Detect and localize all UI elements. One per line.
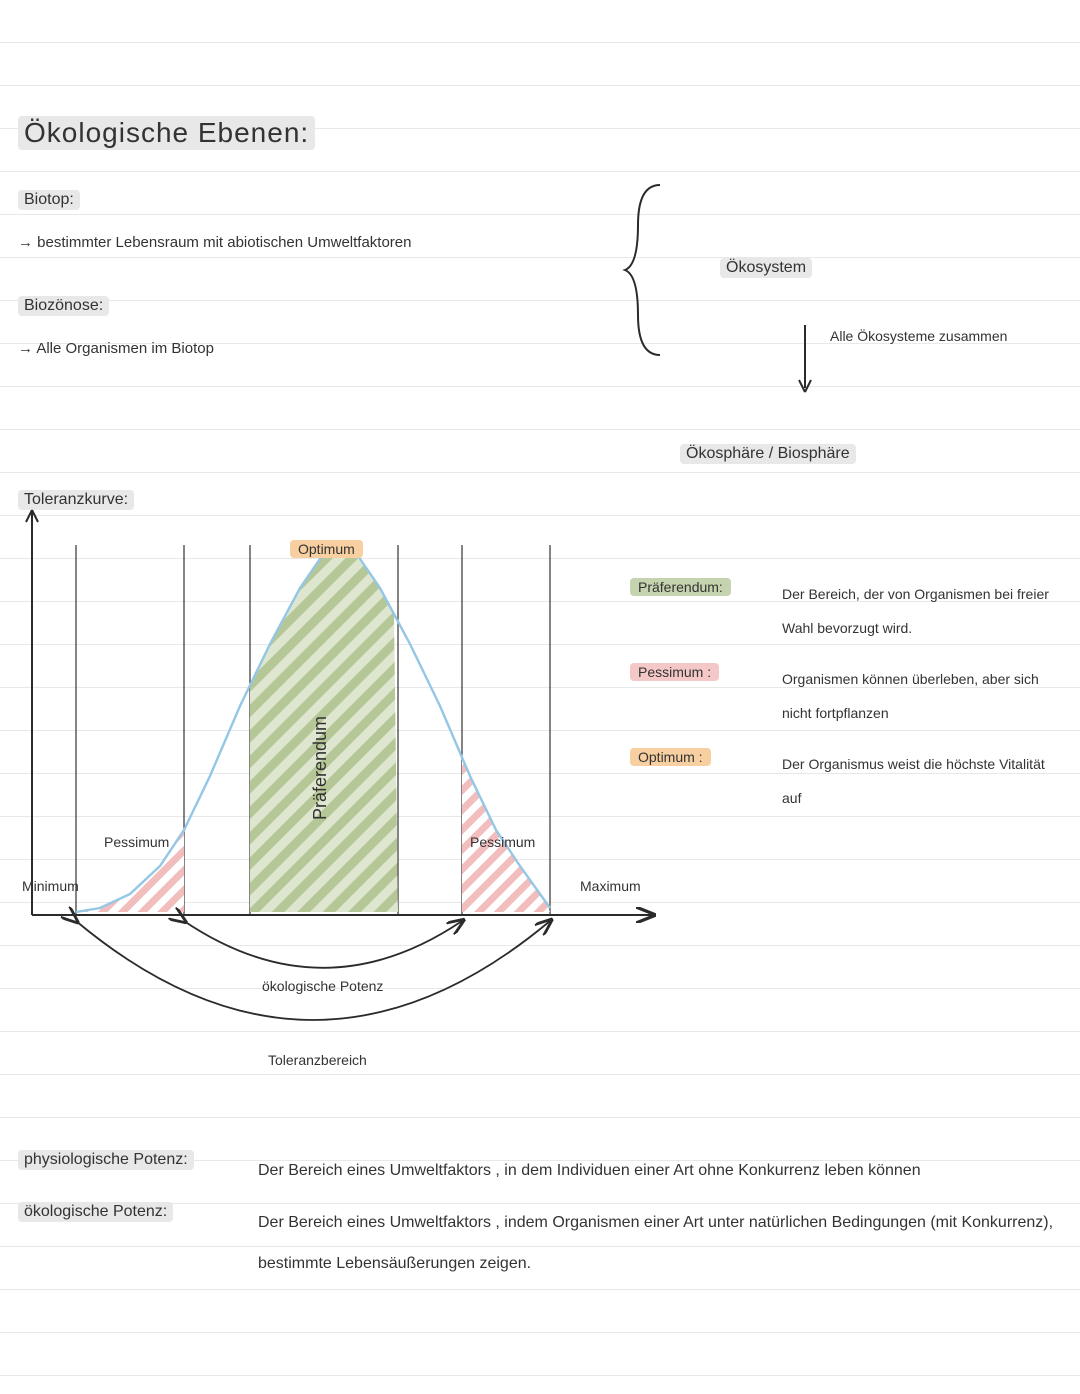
pessimum-right-label: Pessimum [470, 834, 535, 850]
legend-block: Präferendum: Der Bereich, der von Organi… [630, 578, 1060, 834]
legend-praeferendum: Präferendum: Der Bereich, der von Organi… [630, 578, 1060, 645]
minimum-label: Minimum [22, 878, 79, 894]
legend-pessimum-label: Pessimum : [630, 663, 719, 681]
def-physiologische: physiologische Potenz: Der Bereich eines… [18, 1150, 1062, 1192]
def-oek-label: ökologische Potenz: [18, 1202, 173, 1222]
legend-optimum-label: Optimum : [630, 748, 711, 766]
legend-optimum-text: Der Organismus weist die höchste Vitalit… [782, 748, 1060, 815]
oek-potenz-label: ökologische Potenz [262, 978, 383, 994]
def-oekologische: ökologische Potenz: Der Bereich eines Um… [18, 1202, 1062, 1285]
toleranzbereich-label: Toleranzbereich [268, 1052, 367, 1068]
def-oek-text: Der Bereich eines Umweltfaktors , indem … [258, 1202, 1062, 1285]
legend-optimum: Optimum : Der Organismus weist die höchs… [630, 748, 1060, 815]
pessimum-left-label: Pessimum [104, 834, 169, 850]
legend-pessimum: Pessimum : Organismen können überleben, … [630, 663, 1060, 730]
praeferendum-vertical-label: Präferendum [310, 716, 331, 820]
def-phys-text: Der Bereich eines Umweltfaktors , in dem… [258, 1150, 1062, 1192]
legend-praeferendum-label: Präferendum: [630, 578, 731, 596]
optimum-label: Optimum [290, 540, 363, 559]
definitions-block: physiologische Potenz: Der Bereich eines… [18, 1150, 1062, 1285]
legend-pessimum-text: Organismen können überleben, aber sich n… [782, 663, 1060, 730]
legend-praeferendum-text: Der Bereich, der von Organismen bei frei… [782, 578, 1060, 645]
maximum-label: Maximum [580, 878, 641, 894]
def-phys-label: physiologische Potenz: [18, 1150, 194, 1170]
